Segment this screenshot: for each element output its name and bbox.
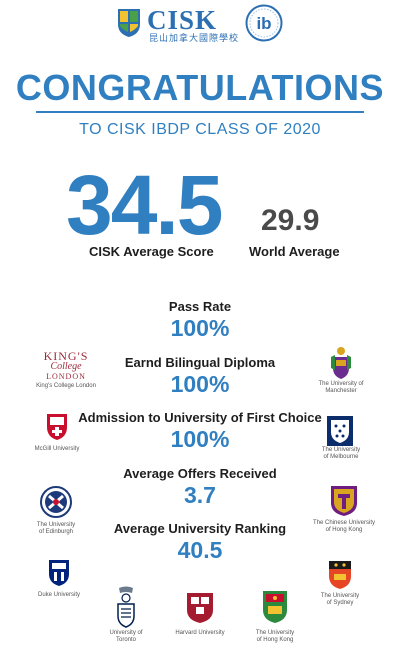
harvard-crest-icon — [186, 592, 214, 624]
page-title: CONGRATULATIONS — [15, 67, 385, 108]
hku-label-line1: The University — [255, 630, 295, 636]
stat-value-bilingual: 100% — [170, 371, 230, 397]
kings-logo-line3: LONDON — [46, 372, 86, 381]
kings-logo-line1: KING'S — [43, 349, 89, 363]
duke-label: Duke University — [37, 592, 80, 598]
stat-label-bilingual: Earnd Bilingual Diploma — [124, 355, 276, 370]
duke-crest-icon — [48, 559, 70, 587]
kings-college-label: King's College London — [36, 383, 96, 389]
stat-value-ranking: 40.5 — [177, 537, 223, 563]
mcgill-crest-icon — [46, 413, 68, 441]
cisk-logo-subtitle: 昆山加拿大國際學校 — [149, 33, 240, 43]
melbourne-label-line2: of Melbourne — [323, 454, 359, 460]
stat-value-first-choice: 100% — [170, 426, 230, 452]
toronto-label: University of Toronto — [98, 630, 154, 644]
title-divider — [36, 111, 364, 113]
edinburgh-label-line1: The University — [36, 522, 76, 528]
stat-value-offers: 3.7 — [184, 482, 216, 508]
melbourne-label: The University of Melbourne — [311, 447, 371, 461]
manchester-label-line2: Manchester — [325, 388, 357, 394]
kings-logo-line2: College — [50, 361, 82, 372]
kings-college-logo: KING'S College LONDON — [36, 350, 96, 381]
toronto-label-line2: Toronto — [115, 637, 136, 643]
toronto-label-line1: University of — [109, 630, 143, 636]
ib-logo-icon: ib — [245, 4, 283, 42]
cisk-average-score-value: 34.5 — [66, 158, 223, 252]
melbourne-label-line1: The University — [321, 447, 361, 453]
cuhk-crest-icon — [330, 485, 358, 517]
melbourne-crest-icon — [327, 416, 353, 446]
hku-label-line2: of Hong Kong — [256, 637, 294, 643]
edinburgh-label-line2: of Edinburgh — [38, 529, 74, 535]
manchester-label-line1: The University of — [318, 381, 364, 387]
world-average-score-label: World Average — [249, 244, 340, 259]
world-average-score-value: 29.9 — [261, 204, 320, 237]
edinburgh-label: The University of Edinburgh — [28, 522, 84, 536]
sydney-label-line2: of Sydney — [326, 600, 354, 606]
cuhk-label-line2: of Hong Kong — [325, 527, 363, 533]
cisk-average-score-label: CISK Average Score — [89, 244, 214, 259]
cuhk-label: The Chinese University of Hong Kong — [308, 520, 380, 534]
stat-label-pass-rate: Pass Rate — [168, 299, 232, 314]
sydney-label: The University of Sydney — [312, 593, 368, 607]
sydney-crest-icon — [328, 560, 352, 590]
manchester-label: The University of Manchester — [306, 381, 376, 395]
mcgill-label: McGill University — [34, 446, 80, 452]
stat-label-ranking: Average University Ranking — [113, 521, 287, 536]
sydney-label-line1: The University — [320, 593, 360, 599]
edinburgh-crest-icon — [40, 486, 72, 518]
harvard-label: Harvard University — [175, 630, 225, 636]
stat-label-offers: Average Offers Received — [123, 466, 277, 481]
cuhk-label-line1: The Chinese University — [312, 520, 376, 526]
cisk-shield-icon — [117, 8, 141, 38]
stat-value-pass-rate: 100% — [170, 315, 230, 341]
cisk-logo-text: CISK — [147, 5, 218, 35]
hku-label: The University of Hong Kong — [245, 630, 305, 644]
hku-crest-icon — [262, 590, 288, 624]
toronto-crest-icon — [116, 586, 136, 628]
stat-label-first-choice: Admission to University of First Choice — [78, 410, 322, 425]
ib-logo-letters: ib — [256, 14, 271, 33]
page-subtitle: TO CISK IBDP CLASS OF 2020 — [79, 121, 321, 138]
manchester-crest-icon — [331, 346, 351, 380]
